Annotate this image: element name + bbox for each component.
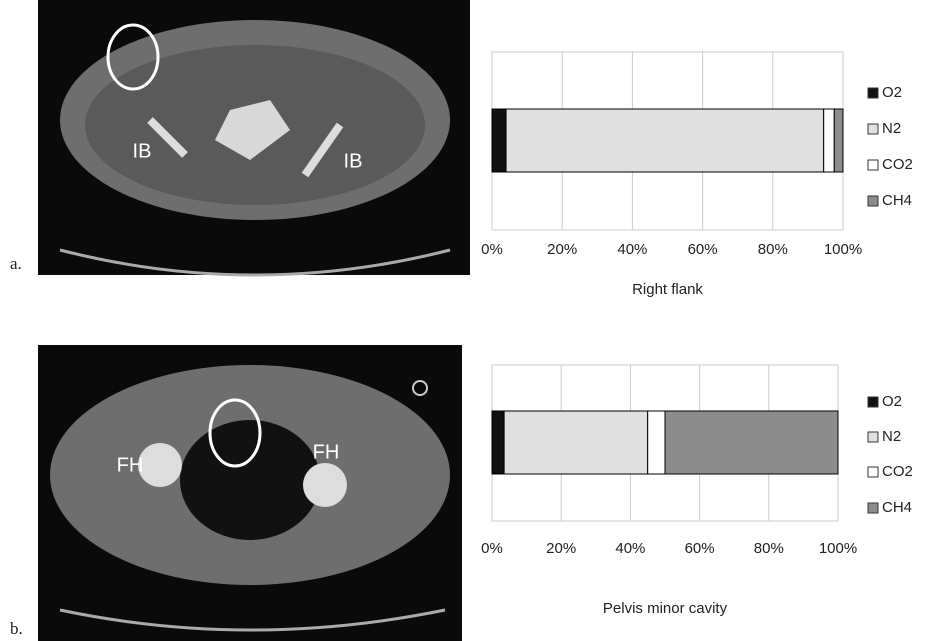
x-tick-label: 40% (615, 540, 645, 557)
legend-swatch (868, 196, 878, 206)
legend-swatch (868, 160, 878, 170)
x-tick-label: 100% (824, 241, 862, 258)
ct-image-b: FH FH (38, 345, 462, 641)
ct-image-a: IB IB (38, 0, 470, 275)
legend-swatch (868, 88, 878, 98)
panel-label: a. (10, 254, 22, 273)
x-axis-label: Right flank (632, 281, 703, 298)
x-tick-label: 60% (685, 540, 715, 557)
panel-label: b. (10, 619, 23, 638)
x-tick-label: 40% (617, 241, 647, 258)
legend-swatch (868, 124, 878, 134)
bar-segment (834, 109, 843, 172)
x-tick-label: 80% (754, 540, 784, 557)
figure: IB IB a. FH FH b. 0% 20% 40% 60% 80% 100% Righ… (0, 0, 931, 641)
legend-swatch (868, 503, 878, 513)
anatomy-label: IB (133, 140, 152, 162)
legend-label: CO2 (882, 156, 913, 173)
legend-label: O2 (882, 84, 902, 101)
bar-segment (504, 411, 648, 474)
x-tick-label: 100% (819, 540, 857, 557)
legend-label: CO2 (882, 463, 913, 480)
legend-swatch (868, 432, 878, 442)
legend-label: CH4 (882, 499, 912, 516)
x-tick-label: 0% (481, 241, 503, 258)
x-tick-label: 0% (481, 540, 503, 557)
x-tick-label: 20% (546, 540, 576, 557)
figure-canvas: IB IB a. FH FH b. 0% 20% 40% 60% 80% 100% Righ… (0, 0, 931, 641)
anatomy-label: IB (344, 150, 363, 172)
legend-label: N2 (882, 120, 901, 137)
legend-swatch (868, 397, 878, 407)
bar-segment (506, 109, 824, 172)
bar-segment (648, 411, 665, 474)
anatomy-label: FH (313, 441, 340, 463)
x-tick-label: 80% (758, 241, 788, 258)
legend-label: CH4 (882, 192, 912, 209)
legend-swatch (868, 467, 878, 477)
legend-label: O2 (882, 393, 902, 410)
bar-segment (492, 411, 504, 474)
bar-segment (492, 109, 506, 172)
x-tick-label: 60% (688, 241, 718, 258)
bar-segment (824, 109, 835, 172)
x-axis-label: Pelvis minor cavity (603, 600, 728, 617)
x-tick-label: 20% (547, 241, 577, 258)
anatomy-label: FH (117, 454, 144, 476)
legend-label: N2 (882, 428, 901, 445)
bar-segment (665, 411, 838, 474)
